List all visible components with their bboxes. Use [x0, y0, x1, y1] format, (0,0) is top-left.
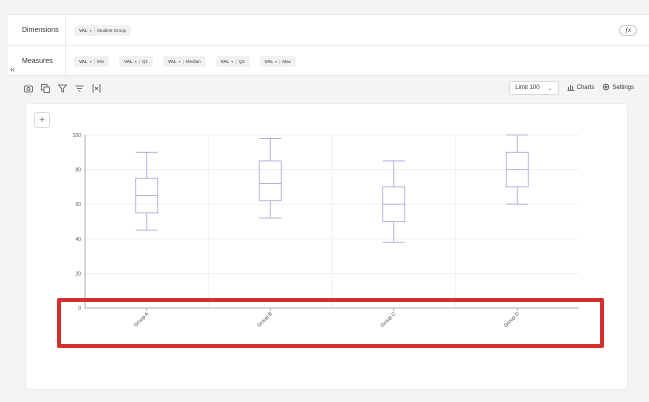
pill-tag: VAL	[168, 59, 177, 64]
limit-label: Limit 100	[515, 85, 540, 91]
chart-panel: +	[25, 103, 628, 390]
caret-down-icon[interactable]: ▾	[89, 27, 92, 33]
pill-separator: |	[182, 59, 184, 64]
caret-down-icon[interactable]: ▾	[89, 59, 92, 64]
pill-tag: VAL	[79, 27, 88, 33]
toolbar-right: Limit 100 ⌄ Charts Settings	[509, 80, 634, 96]
y-tick-label: 100	[73, 133, 82, 139]
formula-button[interactable]: ƒx	[619, 25, 637, 36]
filter-icon[interactable]	[58, 84, 67, 93]
caret-down-icon[interactable]: ▾	[134, 59, 137, 64]
y-tick-label: 40	[75, 237, 81, 243]
pill-value: Min	[96, 59, 105, 64]
pill-value: Q3	[238, 59, 245, 64]
pill-separator: |	[235, 59, 237, 64]
dimension-pills: VAL ▾ | Student Group	[66, 24, 132, 36]
measure-pill-median[interactable]: VAL ▾ | Median	[163, 56, 206, 67]
pill-value: Q1	[141, 59, 148, 64]
highlight-box	[57, 298, 604, 348]
dimension-pill[interactable]: VAL ▾ | Student Group	[74, 24, 132, 36]
camera-icon[interactable]	[24, 84, 33, 93]
charts-label: Charts	[576, 85, 595, 91]
caret-down-icon[interactable]: ▾	[275, 59, 278, 64]
collapse-sidebar-icon[interactable]: «	[10, 64, 16, 74]
y-tick-label: 0	[78, 306, 81, 312]
dimensions-row: Dimensions VAL ▾ | Student Group ƒx	[8, 15, 649, 46]
measure-pill-q3[interactable]: VAL ▾ | Q3	[215, 56, 250, 67]
chevron-down-icon: ⌄	[547, 85, 553, 92]
y-tick-label: 80	[75, 168, 81, 174]
sort-filter-icon[interactable]	[75, 84, 84, 93]
y-tick-label: 60	[75, 202, 81, 208]
measures-row: Measures VAL ▾ | Min VAL ▾ | Q1 VAL ▾	[8, 46, 649, 77]
copy-icon[interactable]	[41, 83, 50, 93]
iqr-box	[258, 160, 282, 202]
query-config: Dimensions VAL ▾ | Student Group ƒx Meas…	[8, 14, 649, 77]
pill-separator: |	[279, 59, 281, 64]
settings-label: Settings	[612, 85, 634, 91]
caret-down-icon[interactable]: ▾	[231, 59, 234, 64]
measure-pill-q1[interactable]: VAL ▾ | Q1	[119, 56, 153, 67]
pill-separator: |	[93, 27, 95, 33]
measure-pills: VAL ▾ | Min VAL ▾ | Q1 VAL ▾ | Median	[66, 56, 296, 67]
pill-separator: |	[93, 59, 95, 64]
pill-value: Max	[282, 59, 291, 64]
caret-down-icon[interactable]: ▾	[178, 59, 181, 64]
measure-pill-min[interactable]: VAL ▾ | Min	[74, 56, 110, 67]
chart-icon	[567, 83, 575, 93]
pill-tag: VAL	[79, 59, 88, 64]
y-tick-label: 20	[75, 271, 81, 277]
measures-label: Measures	[8, 46, 66, 77]
pill-tag: VAL	[124, 59, 133, 64]
pill-tag: VAL	[264, 59, 274, 64]
pill-separator: |	[138, 59, 140, 64]
pill-tag: VAL	[220, 59, 230, 64]
limit-select[interactable]: Limit 100 ⌄	[509, 81, 559, 95]
pill-value: Median	[185, 59, 201, 64]
settings-button[interactable]: Settings	[602, 83, 634, 93]
variable-icon[interactable]	[92, 84, 101, 93]
chart-toolbar: Limit 100 ⌄ Charts Settings	[24, 80, 634, 96]
pill-value: Student Group	[96, 27, 127, 33]
charts-button[interactable]: Charts	[567, 83, 595, 93]
dimensions-label: Dimensions	[8, 15, 66, 45]
gear-icon	[602, 83, 610, 93]
measure-pill-max[interactable]: VAL ▾ | Max	[259, 56, 296, 67]
add-button[interactable]: +	[34, 112, 50, 128]
